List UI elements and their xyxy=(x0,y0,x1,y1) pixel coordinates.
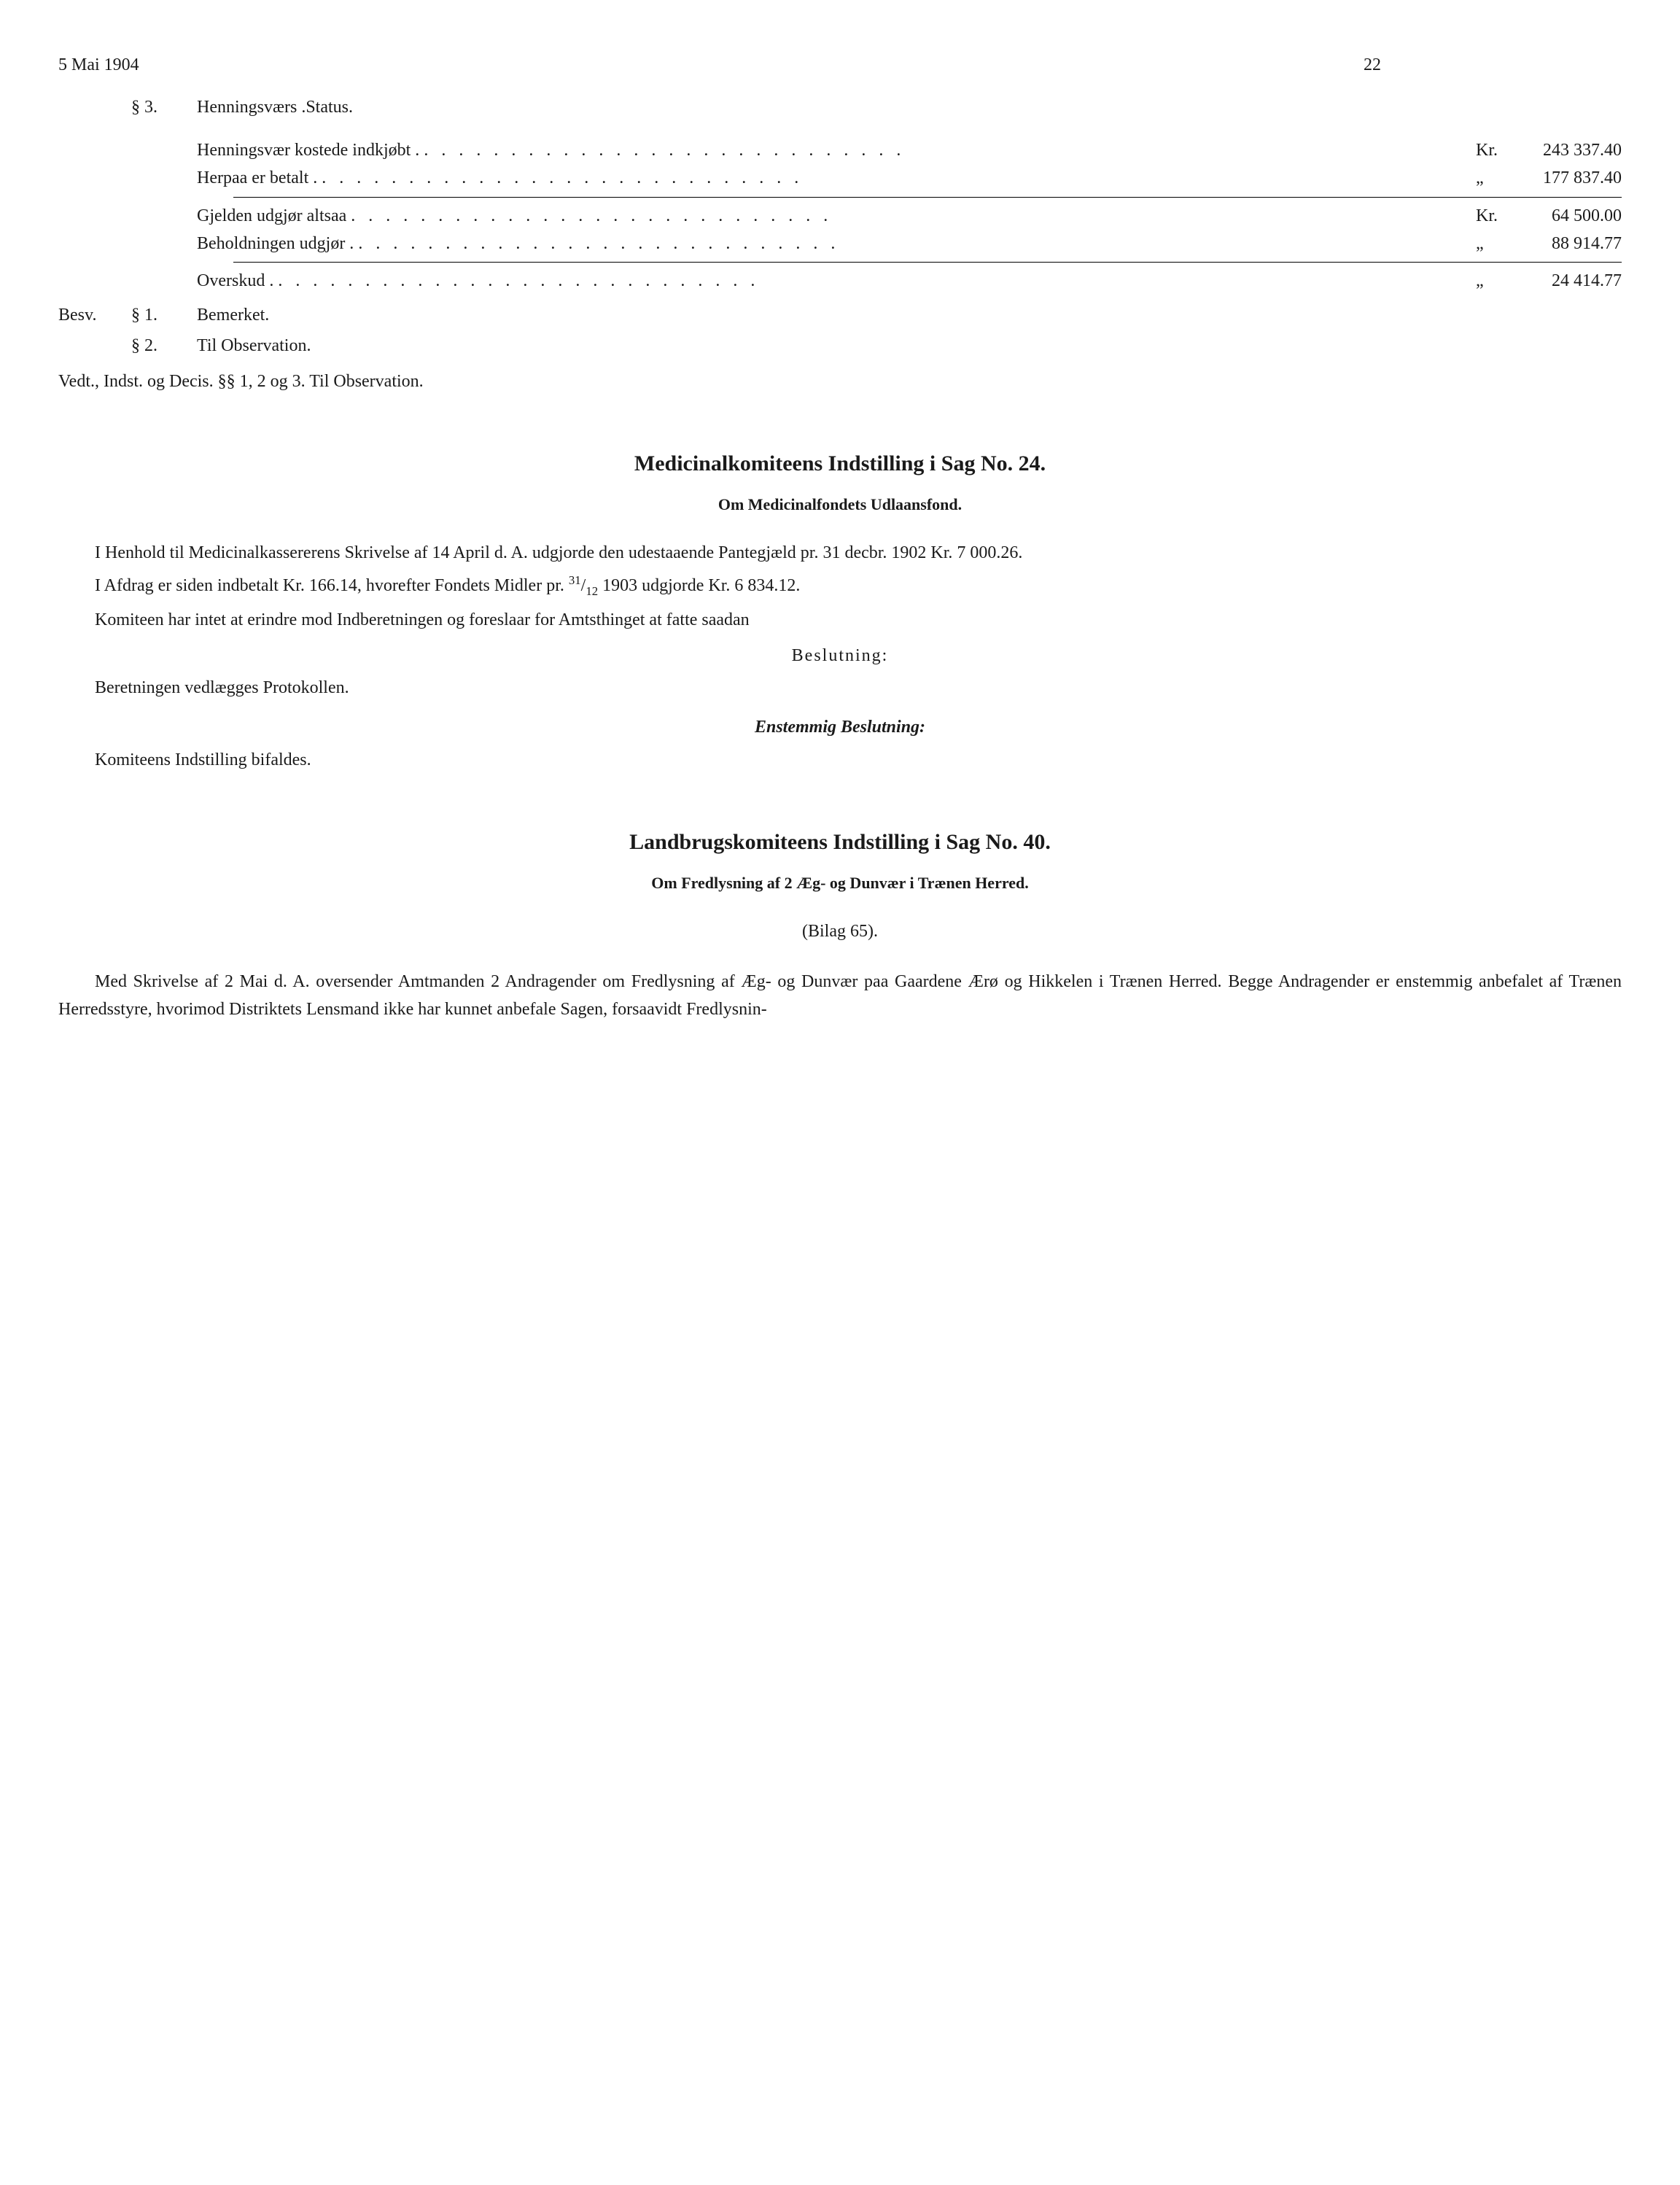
fin-row: Overskud . . . . . . . . . . . . . . . .… xyxy=(197,267,1622,295)
sag-24-subtitle: Om Medicinalfondets Udlaansfond. xyxy=(58,492,1622,517)
section-1-text: Bemerket. xyxy=(197,301,269,329)
section-2-prefix: § 2. xyxy=(131,332,197,360)
sag-24-title: Medicinalkomiteens Indstilling i Sag No.… xyxy=(58,446,1622,481)
p2-part-a: I Afdrag er siden indbetalt Kr. 166.14, … xyxy=(95,576,569,595)
enstemmig-label: Enstemmig Beslutning: xyxy=(58,713,1622,741)
beslutning-text: Beretningen vedlægges Protokollen. xyxy=(58,674,1622,702)
fin-label: Beholdningen udgjør . xyxy=(197,230,354,257)
fraction-numerator: 31 xyxy=(569,573,581,587)
sag-40-p1: Med Skrivelse af 2 Mai d. A. oversender … xyxy=(58,968,1622,1024)
page-number: 22 xyxy=(1364,51,1381,79)
notes-block: Besv. § 1. Bemerket. § 2. Til Observatio… xyxy=(58,301,1622,360)
fin-label: Gjelden udgjør altsaa xyxy=(197,202,346,230)
fin-row: Beholdningen udgjør . . . . . . . . . . … xyxy=(197,230,1622,257)
p2-part-b: 1903 udgjorde Kr. 6 834.12. xyxy=(598,576,800,595)
sag-24-p2: I Afdrag er siden indbetalt Kr. 166.14, … xyxy=(58,571,1622,602)
fin-label: Herpaa er betalt . xyxy=(197,164,317,192)
fin-value: 177 837.40 xyxy=(1512,164,1622,192)
fin-value: 64 500.00 xyxy=(1512,202,1622,230)
bottom-note: Vedt., Indst. og Decis. §§ 1, 2 og 3. Ti… xyxy=(58,368,1622,395)
section-3-prefix: § 3. xyxy=(131,93,197,121)
fin-dots: . . . . . . . . . . . . . . . . . . . . … xyxy=(273,267,1476,295)
section-3-title: Henningsværs .Status. xyxy=(197,93,353,121)
fin-currency: Kr. xyxy=(1476,136,1512,164)
bilag-reference: (Bilag 65). xyxy=(58,917,1622,945)
fin-label: Henningsvær kostede indkjøbt . xyxy=(197,136,419,164)
separator-rule xyxy=(233,262,1622,263)
sag-24-p3: Komiteen har intet at erindre mod Indber… xyxy=(58,606,1622,634)
fin-value: 88 914.77 xyxy=(1512,230,1622,257)
page-header: 5 Mai 1904 22 xyxy=(58,51,1622,79)
section-1-prefix: § 1. xyxy=(131,301,197,329)
fin-row: Gjelden udgjør altsaa . . . . . . . . . … xyxy=(197,202,1622,230)
fin-value: 24 414.77 xyxy=(1512,267,1622,295)
status-block: § 3. Henningsværs .Status. xyxy=(131,93,1622,121)
fin-label: Overskud . xyxy=(197,267,273,295)
fin-currency: „ xyxy=(1476,267,1512,295)
sag-40-title: Landbrugskomiteens Indstilling i Sag No.… xyxy=(58,825,1622,860)
section-2-text: Til Observation. xyxy=(197,332,311,360)
fin-dots: . . . . . . . . . . . . . . . . . . . . … xyxy=(419,136,1476,164)
fraction-denominator: 12 xyxy=(586,584,598,598)
fin-dots: . . . . . . . . . . . . . . . . . . . . … xyxy=(317,164,1476,192)
fin-dots: . . . . . . . . . . . . . . . . . . . . … xyxy=(354,230,1476,257)
financial-table-1: Henningsvær kostede indkjøbt . . . . . .… xyxy=(197,136,1622,295)
sag-24-p1: I Henhold til Medicinalkassererens Skriv… xyxy=(58,539,1622,567)
fin-row: Herpaa er betalt . . . . . . . . . . . .… xyxy=(197,164,1622,192)
besv-label: Besv. xyxy=(58,301,131,329)
fin-currency: „ xyxy=(1476,164,1512,192)
fin-currency: Kr. xyxy=(1476,202,1512,230)
separator-rule xyxy=(233,197,1622,198)
enstemmig-text: Komiteens Indstilling bifaldes. xyxy=(95,746,1622,774)
fin-value: 243 337.40 xyxy=(1512,136,1622,164)
fin-currency: „ xyxy=(1476,230,1512,257)
date-text: 5 Mai 1904 xyxy=(58,51,139,79)
fin-row: Henningsvær kostede indkjøbt . . . . . .… xyxy=(197,136,1622,164)
beslutning-label: Beslutning: xyxy=(58,642,1622,670)
sag-40-subtitle: Om Fredlysning af 2 Æg- og Dunvær i Træn… xyxy=(58,870,1622,896)
fin-dots: . . . . . . . . . . . . . . . . . . . . … xyxy=(346,202,1476,230)
